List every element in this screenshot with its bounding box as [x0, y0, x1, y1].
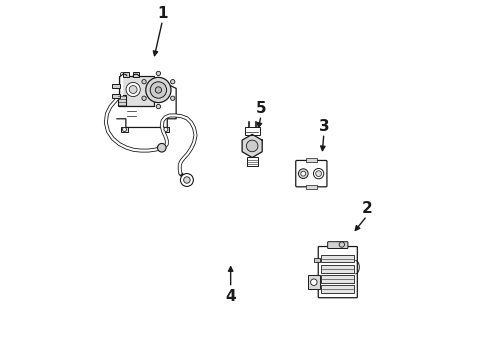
Text: 2: 2 — [362, 201, 372, 216]
FancyBboxPatch shape — [318, 247, 357, 298]
Circle shape — [171, 96, 175, 100]
Bar — [308, 275, 319, 289]
Polygon shape — [117, 84, 176, 127]
Text: 4: 4 — [225, 289, 236, 304]
Bar — [123, 72, 129, 77]
Bar — [118, 95, 125, 107]
Circle shape — [164, 127, 168, 131]
Circle shape — [150, 82, 167, 98]
Circle shape — [146, 77, 171, 103]
FancyBboxPatch shape — [296, 161, 327, 187]
Bar — [321, 285, 354, 293]
Circle shape — [314, 168, 324, 179]
Bar — [321, 265, 354, 273]
Bar — [306, 185, 317, 189]
Polygon shape — [242, 134, 262, 158]
Text: 3: 3 — [318, 119, 329, 134]
Circle shape — [156, 104, 161, 109]
Circle shape — [180, 174, 194, 186]
Bar — [162, 127, 170, 132]
Circle shape — [301, 171, 306, 176]
Circle shape — [122, 127, 126, 131]
Bar — [314, 258, 319, 262]
Bar — [112, 94, 120, 98]
Bar — [119, 76, 154, 106]
Circle shape — [311, 279, 317, 285]
Bar — [306, 158, 317, 162]
Bar — [112, 84, 120, 89]
Circle shape — [129, 86, 137, 94]
Circle shape — [339, 242, 344, 247]
Circle shape — [316, 171, 321, 176]
Bar — [321, 255, 354, 262]
Text: 1: 1 — [157, 6, 168, 21]
Circle shape — [298, 169, 308, 179]
Bar — [247, 157, 258, 166]
Bar — [321, 275, 354, 283]
Circle shape — [156, 71, 161, 76]
Circle shape — [171, 80, 175, 84]
Circle shape — [126, 82, 140, 96]
Circle shape — [155, 87, 162, 93]
Text: 5: 5 — [256, 101, 267, 116]
Circle shape — [246, 140, 258, 152]
Bar — [133, 72, 139, 77]
Circle shape — [184, 177, 190, 183]
Circle shape — [142, 80, 146, 84]
Bar — [245, 127, 260, 135]
Bar — [121, 127, 128, 132]
Circle shape — [142, 96, 146, 100]
FancyBboxPatch shape — [328, 242, 348, 248]
Circle shape — [157, 143, 166, 152]
